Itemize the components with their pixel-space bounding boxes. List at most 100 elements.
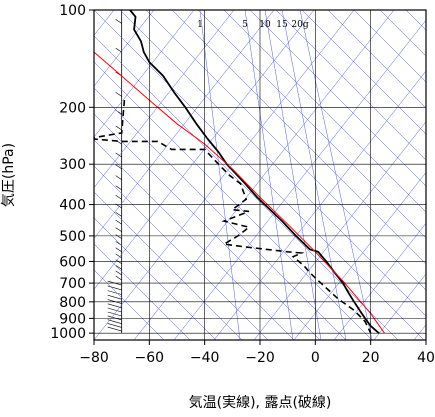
y-tick-label: 300	[59, 157, 86, 173]
y-tick-label: 100	[59, 3, 86, 19]
y-tick-label: 200	[59, 100, 86, 116]
dewpoint-line	[94, 100, 372, 334]
x-tick-label: 0	[311, 350, 320, 366]
adiabat-line	[94, 269, 165, 340]
x-axis-label: 気温(実線), 露点(破線)	[189, 395, 332, 411]
isotherm-line	[173, 19, 426, 340]
isotherm-line	[94, 10, 355, 340]
adiabat-line	[94, 243, 191, 340]
x-tick-label: −60	[135, 350, 165, 366]
isotherm-line	[413, 324, 426, 340]
x-tick-label: −40	[190, 350, 220, 366]
wind-barb	[115, 212, 122, 217]
wind-barb	[107, 290, 122, 295]
adiabat-line	[94, 35, 399, 340]
mixing-ratio-line	[299, 10, 373, 340]
x-tick-label: −20	[245, 350, 275, 366]
parcel-line	[94, 51, 385, 334]
isotherm-line	[253, 121, 426, 340]
mixing-ratio-label: 1	[197, 20, 203, 30]
adiabat-line	[275, 10, 426, 161]
y-axis-label: 気圧(hPa)	[1, 143, 17, 207]
y-tick-label: 700	[59, 276, 86, 292]
mixing-ratio-labels: 1 5 10 15 20g	[197, 20, 309, 30]
wind-barb	[115, 19, 122, 24]
wind-barb	[115, 275, 122, 281]
adiabat-line	[249, 10, 426, 187]
mixing-ratio-line	[264, 10, 322, 340]
wind-barb	[115, 152, 122, 158]
isotherm-line	[94, 10, 195, 138]
x-tick-label: −80	[79, 350, 109, 366]
isotherm-line	[94, 10, 275, 239]
wind-barb	[107, 303, 122, 309]
adiabat-line	[94, 10, 425, 340]
series-layer	[94, 10, 385, 334]
wind-barb	[115, 92, 122, 97]
temperature-line	[129, 10, 380, 334]
adiabat-line	[405, 10, 426, 31]
wind-barb	[115, 219, 122, 225]
wind-barb	[115, 125, 122, 131]
wind-barb	[107, 326, 122, 332]
adiabat-line	[94, 191, 243, 340]
mixing-ratio-line	[199, 10, 241, 340]
mixing-ratio-label: 15	[276, 20, 288, 30]
wind-barb	[107, 294, 122, 300]
adiabat-line	[94, 165, 269, 340]
plot-area	[94, 10, 426, 340]
adiabat-line	[197, 10, 426, 239]
grid-layer	[89, 9, 427, 345]
isotherm-line	[133, 10, 395, 340]
isotherm-line	[94, 10, 315, 290]
thermo-lines	[94, 10, 426, 340]
x-tick-label: 20	[362, 350, 380, 366]
wind-barb	[115, 194, 122, 200]
adiabat-line	[145, 10, 426, 291]
wind-barb	[115, 227, 122, 232]
wind-barb	[115, 185, 122, 191]
adiabat-line	[119, 10, 426, 317]
adiabat-line	[379, 10, 426, 57]
adiabat-line	[353, 10, 426, 83]
wind-barb	[107, 315, 122, 321]
isotherm-line	[373, 273, 426, 340]
plot-frame	[93, 9, 427, 341]
wind-barb	[115, 253, 122, 259]
isotherm-line	[333, 222, 426, 340]
wind-barb	[115, 164, 122, 170]
mixing-ratio-line	[244, 10, 294, 340]
y-tick-label: 1000	[50, 326, 86, 342]
y-tick-label: 600	[59, 254, 86, 270]
wind-barbs	[107, 10, 123, 334]
wind-barb	[115, 270, 122, 276]
wind-barb	[107, 319, 122, 325]
y-tick-label: 800	[59, 295, 86, 311]
isotherm-line	[94, 10, 155, 87]
adiabat-line	[171, 10, 426, 265]
adiabat-line	[223, 10, 426, 213]
wind-barb	[115, 175, 122, 180]
isotherm-line	[94, 10, 115, 36]
mixing-ratio-label: 10	[259, 20, 271, 30]
adiabat-line	[94, 113, 321, 340]
y-tick-label: 500	[59, 229, 86, 245]
x-tick-label: 40	[417, 350, 435, 366]
mixing-ratio-line	[281, 10, 347, 340]
mixing-ratio-label: 20g	[291, 20, 308, 30]
wind-barb	[115, 247, 122, 253]
adiabat-line	[94, 61, 373, 340]
isotherm-line	[94, 10, 235, 189]
isotherm-line	[213, 70, 426, 340]
wind-barb	[115, 234, 122, 239]
x-tick-labels: −80 −60 −40 −20 0 20 40	[79, 350, 435, 366]
wind-barb	[115, 47, 122, 53]
y-tick-label: 400	[59, 198, 86, 214]
mixing-ratio-label: 5	[242, 20, 248, 30]
adiabat-line	[94, 217, 217, 340]
adiabat-line	[94, 87, 347, 340]
isotherm-line	[293, 172, 426, 340]
